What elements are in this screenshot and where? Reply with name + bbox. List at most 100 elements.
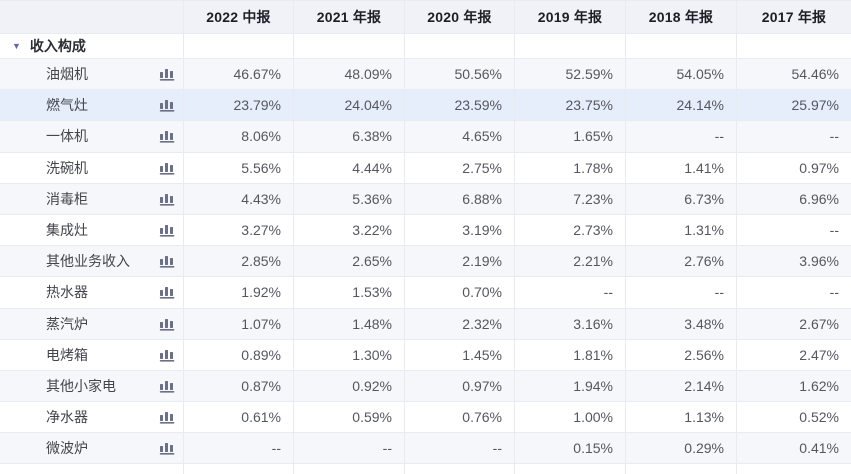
bar-chart-icon[interactable] [159,348,176,362]
value-cell: 3.22% [293,214,404,247]
table-row: 净水器 0.61% 0.59% 0.76% 1.00% 1.13% 0.52% [0,402,851,434]
column-header: 2017 年报 [736,1,851,34]
value-cell: -- [514,277,625,309]
value-cell: -- [625,121,736,153]
value-cell: 0.97% [736,152,851,184]
value-cell: 2.14% [625,370,736,403]
value-cell: -- [736,277,851,309]
value-cell: 0.15% [514,433,625,465]
value-cell: 2.32% [404,308,514,340]
value-cell: -- [293,433,404,465]
value-cell: 6.38% [293,121,404,153]
empty-cell [293,464,404,474]
value-cell: 24.14% [625,90,736,122]
row-label: 消毒柜 [46,190,88,207]
bar-chart-icon[interactable] [159,67,176,81]
row-label-cell: 热水器 [0,277,183,309]
value-cell: 1.62% [736,370,851,403]
row-label: 电烤箱 [46,346,88,363]
value-cell: 0.61% [183,402,293,434]
value-cell: 0.52% [736,402,851,434]
bar-chart-icon[interactable] [159,254,176,268]
table-row: 消毒柜 4.43% 5.36% 6.88% 7.23% 6.73% 6.96% [0,183,851,215]
value-cell: 1.00% [514,402,625,434]
bar-chart-icon[interactable] [159,410,176,424]
empty-cell [404,34,514,59]
empty-cell [183,464,293,474]
value-cell: 1.45% [404,339,514,371]
group-row-revenue-composition[interactable]: ▼ 收入构成 [0,34,851,59]
table-header-row: 2022 中报 2021 年报 2020 年报 2019 年报 2018 年报 2017 … [0,1,851,34]
caret-down-icon[interactable]: ▼ [12,40,21,51]
column-header-empty [0,1,183,34]
value-cell: 0.87% [183,370,293,403]
empty-cell [736,34,851,59]
row-label: 其他小家电 [46,377,116,394]
value-cell: -- [736,121,851,153]
bar-chart-icon[interactable] [159,317,176,331]
bar-chart-icon[interactable] [159,285,176,300]
value-cell: 54.46% [736,59,851,91]
value-cell: 1.81% [514,339,625,371]
bar-chart-icon[interactable] [159,223,176,237]
value-cell: 7.23% [514,183,625,215]
bar-chart-icon[interactable] [159,161,176,175]
row-label: 其他业务收入 [46,253,130,270]
bar-chart-icon[interactable] [159,192,176,206]
table-row: 热水器 1.92% 1.53% 0.70% -- -- -- [0,277,851,309]
group-label-cell: ▼ 收入构成 [0,34,183,59]
value-cell: 1.30% [293,339,404,371]
row-label-cell: 净水器 [0,402,183,434]
value-cell: 48.09% [293,59,404,91]
row-label-cell: 微波炉 [0,433,183,465]
value-cell: 0.97% [404,370,514,403]
bar-chart-icon[interactable] [159,98,176,112]
value-cell: -- [736,214,851,247]
table-row: 一体机 8.06% 6.38% 4.65% 1.65% -- -- [0,121,851,153]
value-cell: 2.47% [736,339,851,371]
value-cell: 1.48% [293,308,404,340]
empty-cell [514,34,625,59]
row-label-cell: 一体机 [0,121,183,153]
value-cell: -- [625,277,736,309]
value-cell: 0.59% [293,402,404,434]
bar-chart-icon[interactable] [159,379,176,393]
value-cell: 2.73% [514,214,625,247]
value-cell: 1.13% [625,402,736,434]
empty-cell [404,464,514,474]
value-cell: 2.56% [625,339,736,371]
bar-chart-icon[interactable] [159,129,176,144]
value-cell: 1.78% [514,152,625,184]
value-cell: 2.76% [625,246,736,278]
empty-cell [183,34,293,59]
row-label: 集成灶 [46,222,88,239]
row-label: 油烟机 [46,66,88,83]
bar-chart-icon[interactable] [159,441,176,455]
row-label-cell: 电烤箱 [0,340,183,371]
value-cell: 25.97% [736,90,851,122]
value-cell: 2.75% [404,152,514,184]
row-label: 洗碗机 [46,159,88,176]
value-cell: 23.75% [514,90,625,122]
table-row: 燃气灶 23.79% 24.04% 23.59% 23.75% 24.14% 25.97% [0,90,851,122]
value-cell: 1.65% [514,121,625,153]
value-cell: 1.92% [183,277,293,309]
row-label: 净水器 [46,409,88,426]
row-label-cell: 其他业务收入 [0,246,183,278]
value-cell: 3.48% [625,308,736,340]
row-label-cell: 集成灶 [0,215,183,247]
value-cell: 1.41% [625,152,736,184]
value-cell: 1.31% [625,214,736,247]
row-label-cell: 蒸汽炉 [0,309,183,340]
value-cell: -- [183,433,293,465]
column-header: 2019 年报 [514,1,625,34]
value-cell: 46.67% [183,59,293,91]
value-cell: 5.36% [293,183,404,215]
row-label-cell: 燃气灶 [0,90,183,122]
row-label-cell: 油烟机 [0,59,183,91]
value-cell: 4.44% [293,152,404,184]
value-cell: 2.19% [404,246,514,278]
column-header: 2018 年报 [625,1,736,34]
value-cell: 3.16% [514,308,625,340]
